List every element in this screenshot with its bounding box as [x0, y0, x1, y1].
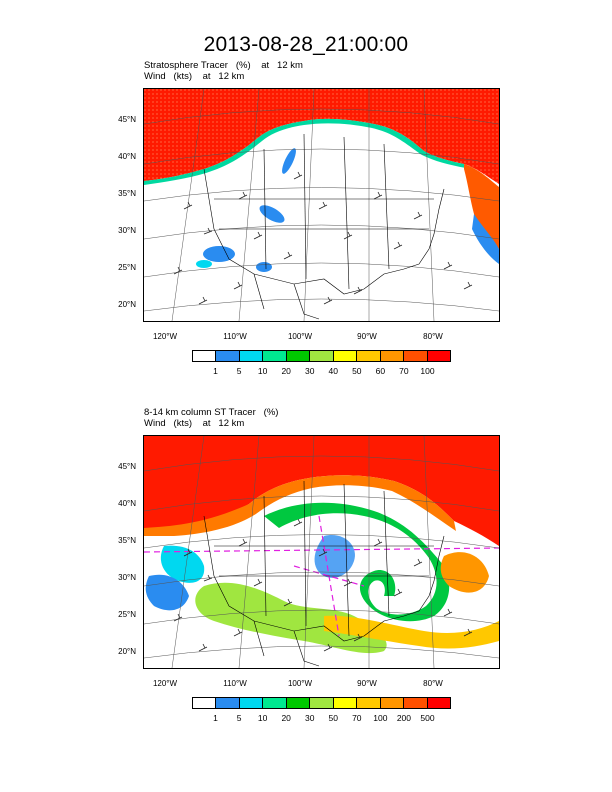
top-lat-label-30n: 30°N	[118, 226, 136, 235]
figure-title: 2013-08-28_21:00:00	[203, 33, 409, 56]
colorbar-swatch	[286, 351, 311, 361]
colorbar-label: 20	[281, 713, 291, 723]
top-colorbar	[192, 350, 451, 362]
colorbar-swatch	[263, 698, 287, 708]
colorbar-swatch	[310, 698, 334, 708]
colorbar-swatch	[380, 351, 405, 361]
colorbar-swatch	[404, 698, 428, 708]
colorbar-swatch	[380, 698, 405, 708]
colorbar-label: 10	[257, 713, 268, 723]
bottom-lat-label-20n: 20°N	[118, 647, 136, 656]
top-blue-patch	[259, 205, 285, 223]
colorbar-swatch	[310, 351, 334, 361]
colorbar-label: 50	[328, 713, 338, 723]
bottom-lon-label-80w: 80°W	[423, 679, 443, 688]
top-boundaries	[203, 133, 445, 320]
colorbar-swatch	[239, 698, 264, 708]
colorbar-swatch	[404, 351, 428, 361]
colorbar-label: 5	[236, 713, 242, 723]
colorbar-label: 60	[375, 366, 386, 376]
colorbar-label: 100	[373, 713, 388, 723]
top-lon-label-100w: 100°W	[287, 332, 313, 341]
top-lat-label-20n: 20°N	[118, 300, 136, 309]
bottom-lon-label-90w: 90°W	[357, 679, 377, 688]
top-lon-label-80w: 80°W	[423, 332, 443, 341]
bottom-subtitle-line1: 8-14 km column ST Tracer (%)	[144, 407, 279, 418]
colorbar-label: 50	[352, 366, 362, 376]
bottom-lon-label-100w: 100°W	[287, 679, 313, 688]
colorbar-label: 70	[399, 366, 409, 376]
colorbar-label: 1	[213, 366, 218, 376]
colorbar-swatch	[357, 351, 381, 361]
top-blue-patch	[203, 246, 235, 262]
top-lon-label-110w: 110°W	[223, 332, 247, 341]
colorbar-swatch	[216, 351, 240, 361]
colorbar-swatch	[286, 698, 311, 708]
colorbar-swatch	[263, 351, 287, 361]
colorbar-swatch	[427, 351, 450, 361]
colorbar-label: 70	[352, 713, 362, 723]
bottom-lon-label-120w: 120°W	[152, 679, 178, 688]
colorbar-swatch	[357, 698, 381, 708]
bottom-subtitle-line2: Wind (kts) at 12 km	[144, 418, 245, 429]
colorbar-label: 20	[281, 366, 291, 376]
colorbar-label: 40	[328, 366, 338, 376]
bottom-boundaries	[203, 480, 445, 667]
bottom-colorbar	[192, 697, 451, 709]
colorbar-label: 30	[304, 366, 315, 376]
colorbar-label: 100	[420, 366, 435, 376]
colorbar-swatch	[193, 351, 217, 361]
colorbar-swatch	[193, 698, 217, 708]
colorbar-swatch	[333, 698, 358, 708]
top-map	[143, 88, 500, 322]
colorbar-label: 10	[257, 366, 268, 376]
bottom-green-swirl	[264, 502, 450, 622]
colorbar-label: 200	[396, 713, 411, 723]
bottom-lat-label-25n: 25°N	[118, 610, 136, 619]
bottom-graticule	[144, 436, 499, 668]
top-lat-label-40n: 40°N	[118, 152, 136, 161]
bottom-wind-barbs	[173, 518, 473, 652]
top-lat-label-45n: 45°N	[118, 115, 136, 124]
top-tracer-rim	[144, 118, 466, 185]
colorbar-swatch	[427, 698, 450, 708]
bottom-lat-label-45n: 45°N	[118, 462, 136, 471]
top-subtitle-line2: Wind (kts) at 12 km	[144, 71, 245, 82]
top-blue-patch	[256, 262, 272, 272]
bottom-lat-label-35n: 35°N	[118, 536, 136, 545]
bottom-lat-label-40n: 40°N	[118, 499, 136, 508]
colorbar-swatch	[333, 351, 358, 361]
bottom-map	[143, 435, 500, 669]
top-graticule	[144, 89, 499, 321]
top-cyan-patch	[196, 260, 212, 268]
colorbar-label: 1	[213, 713, 218, 723]
bottom-orange-patch	[440, 552, 489, 593]
bottom-cyan-patch	[160, 545, 205, 583]
bottom-map-graphic	[144, 436, 499, 668]
bottom-blue-patch	[145, 574, 189, 611]
top-blue-patch	[282, 148, 296, 174]
bottom-red-region	[144, 436, 499, 546]
bottom-orange-band	[144, 475, 456, 536]
top-lat-label-25n: 25°N	[118, 263, 136, 272]
bottom-lat-label-30n: 30°N	[118, 573, 136, 582]
colorbar-label: 5	[236, 366, 242, 376]
top-east-plume	[464, 164, 499, 249]
top-lat-label-35n: 35°N	[118, 189, 136, 198]
colorbar-label: 500	[420, 713, 435, 723]
top-map-graphic	[144, 89, 499, 321]
colorbar-label: 30	[304, 713, 315, 723]
bottom-lon-label-110w: 110°W	[223, 679, 247, 688]
bottom-yellow-band	[324, 615, 499, 649]
colorbar-swatch	[239, 351, 264, 361]
top-subtitle-line1: Stratosphere Tracer (%) at 12 km	[144, 60, 303, 71]
colorbar-swatch	[216, 698, 240, 708]
top-wind-barbs	[173, 171, 473, 305]
top-lon-label-120w: 120°W	[152, 332, 178, 341]
top-east-blue	[472, 214, 499, 264]
top-lon-label-90w: 90°W	[357, 332, 377, 341]
